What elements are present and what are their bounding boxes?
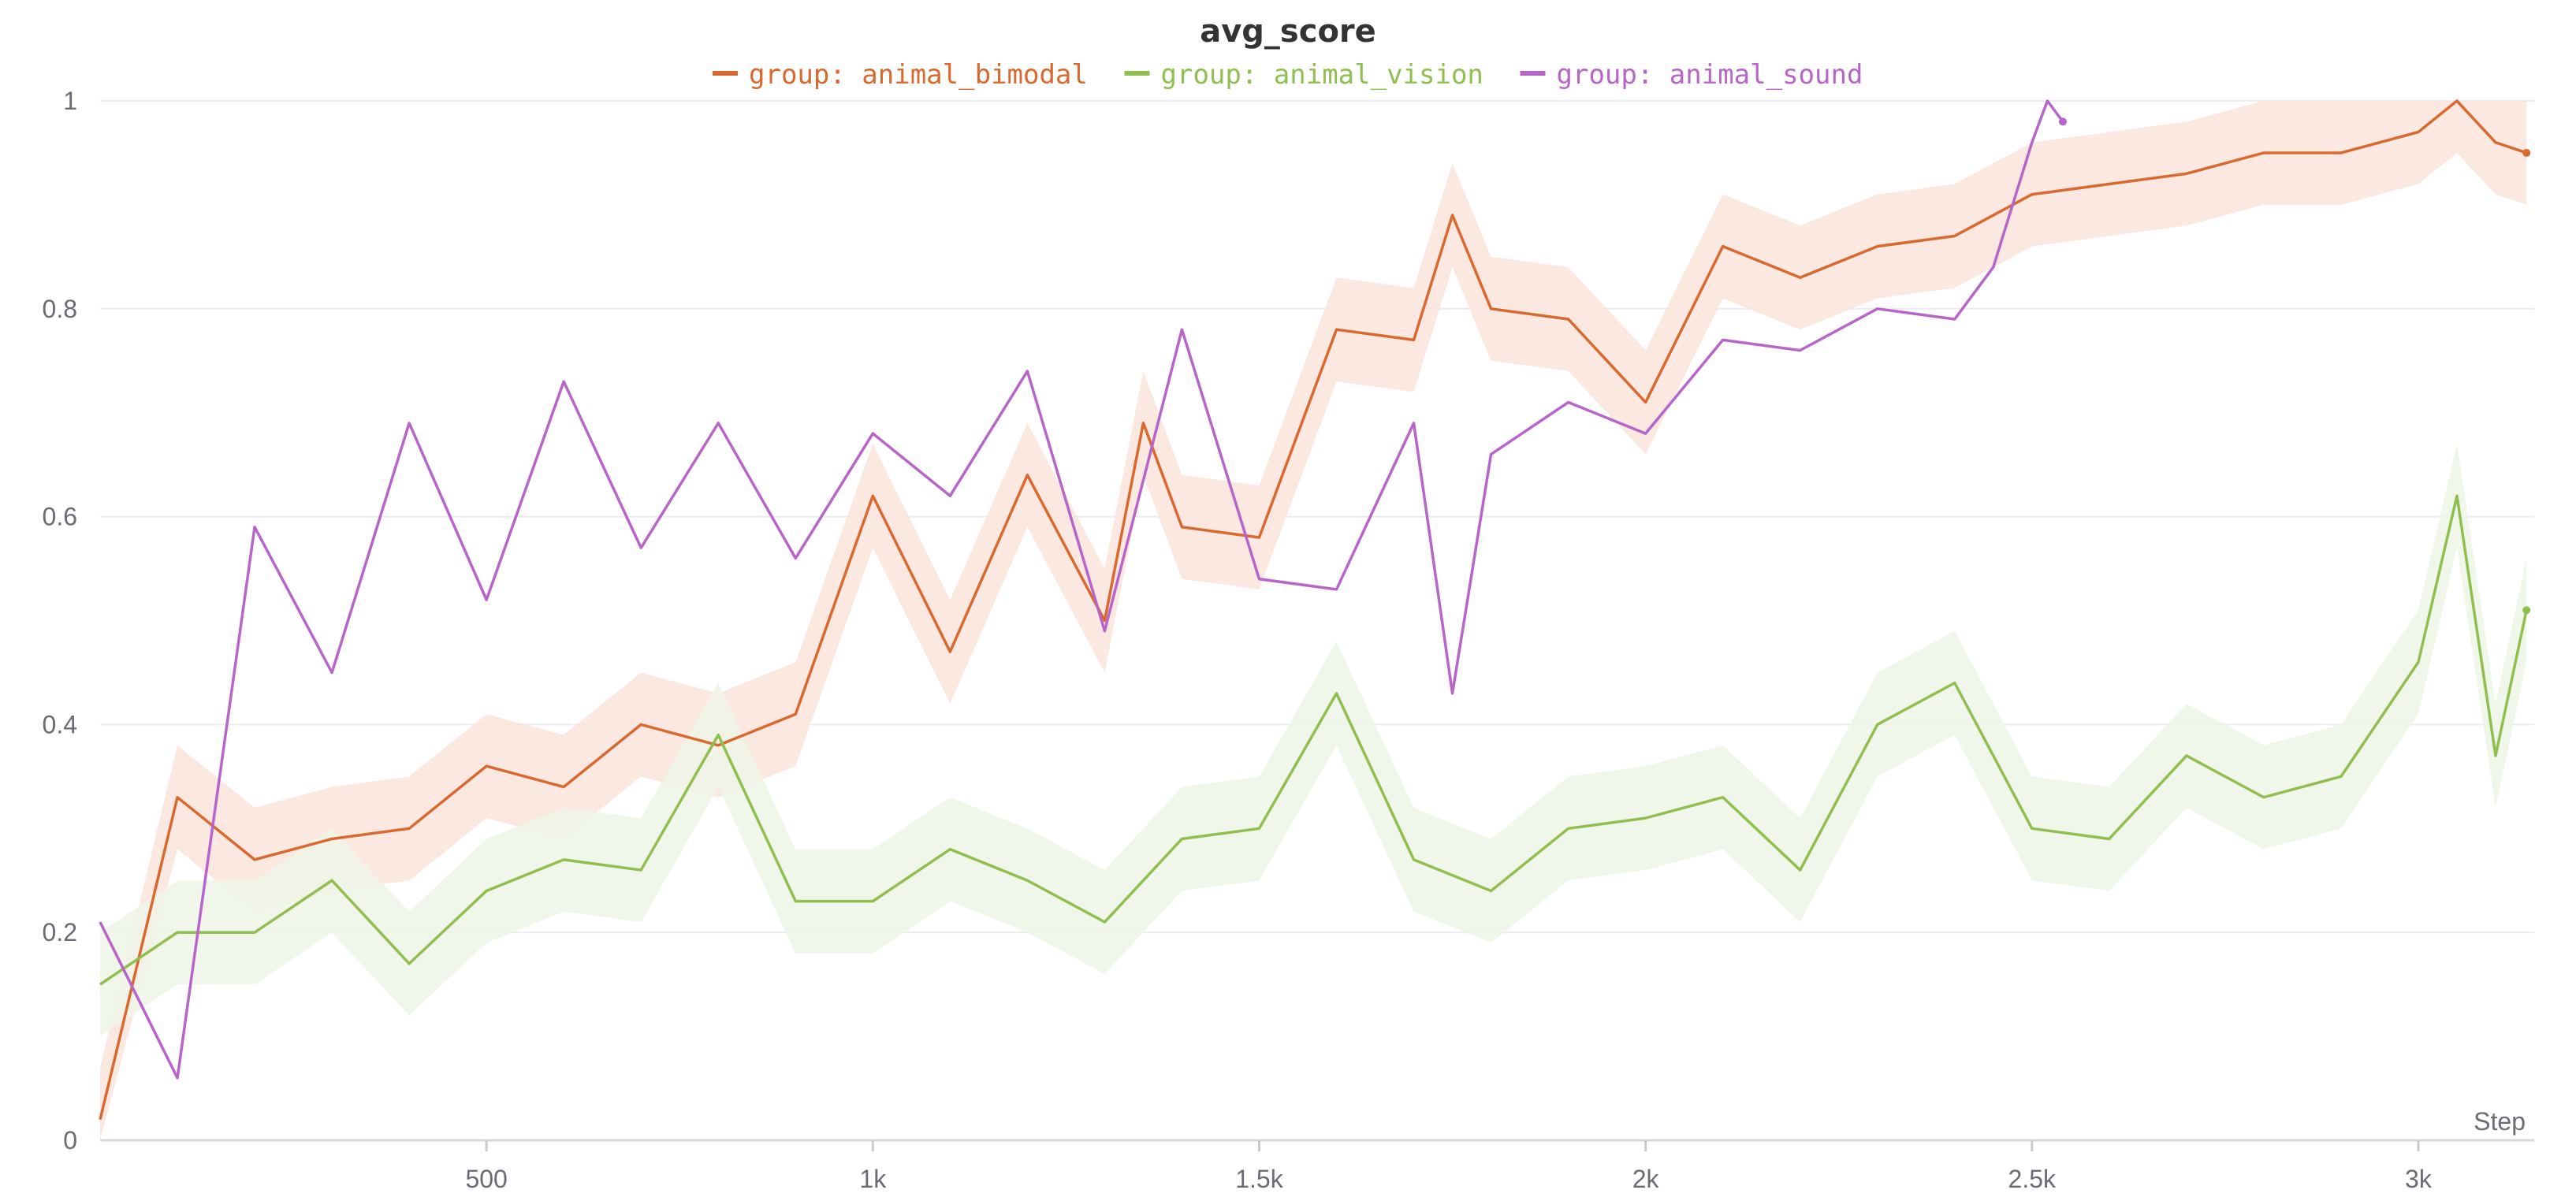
series-line-1	[99, 494, 2528, 986]
series-lines	[99, 99, 2531, 1121]
series-line-2	[99, 99, 2064, 1080]
x-tick-label: 1k	[859, 1165, 887, 1193]
data-point	[2059, 117, 2068, 126]
y-tick-label: 1	[63, 87, 77, 115]
legend-swatch	[1124, 71, 1150, 76]
legend-label: group: animal_sound	[1557, 59, 1863, 91]
legend-label: group: animal_vision	[1161, 59, 1483, 91]
x-axis-label: Step	[2474, 1107, 2526, 1136]
y-tick-label: 0.8	[43, 295, 77, 323]
legend-swatch	[1520, 71, 1546, 76]
x-tick-label: 1.5k	[1235, 1165, 1283, 1193]
x-tick-label: 3k	[2405, 1165, 2433, 1193]
legend-swatch	[713, 71, 738, 76]
x-tick-label: 2k	[1632, 1165, 1660, 1193]
axes: 0 0.2 0.4 0.6 0.8 1 500 1k 1.5k 2k 2.5k 3k	[43, 87, 2534, 1193]
y-tick-label: 0	[63, 1126, 77, 1155]
legend: group: animal_bimodal group: animal_visio…	[713, 59, 1863, 91]
y-tick-label: 0.2	[43, 918, 77, 946]
data-point	[2522, 148, 2531, 157]
data-point	[2522, 606, 2531, 615]
confidence-bands	[100, 101, 2527, 1140]
series-band-1	[100, 444, 2527, 1037]
y-tick-label: 0.6	[43, 503, 77, 531]
x-tick-label: 2.5k	[2008, 1165, 2057, 1193]
series-line-0	[99, 99, 2527, 1121]
chart-title: avg_score	[1200, 13, 1376, 50]
x-tick-label: 500	[465, 1165, 507, 1193]
series-band-0	[100, 101, 2527, 1140]
y-tick-label: 0.4	[43, 710, 77, 738]
legend-label: group: animal_bimodal	[749, 59, 1088, 91]
